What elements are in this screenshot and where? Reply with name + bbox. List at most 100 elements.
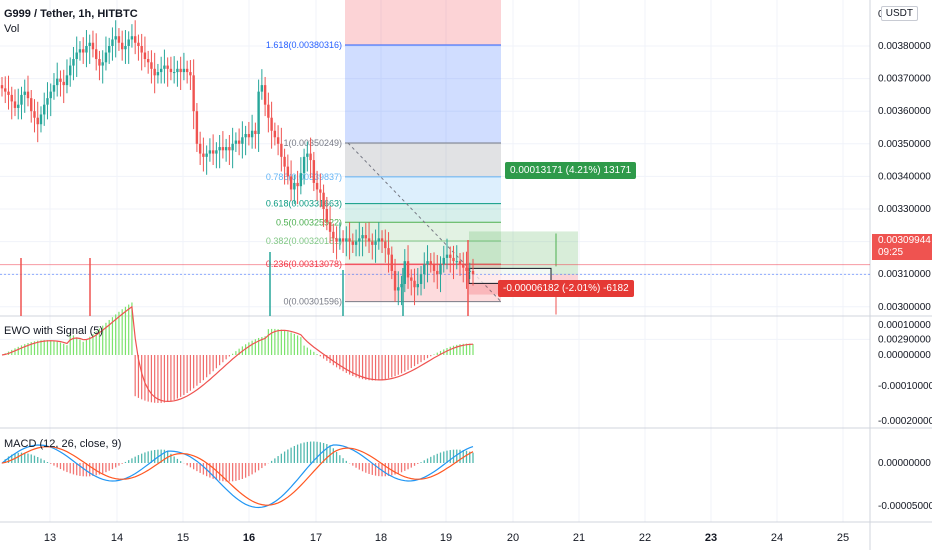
candle-body: [335, 238, 338, 242]
candle-body: [224, 147, 228, 151]
candle-body: [465, 267, 468, 271]
candle-body: [312, 160, 316, 183]
candle-body: [46, 98, 49, 105]
candle-body: [140, 46, 143, 53]
fib-level-label: 0.382(0.00320181): [266, 236, 342, 246]
price-tick-label: 0.00310000: [878, 269, 931, 280]
candle-body: [293, 182, 296, 190]
fib-zone-extension: [345, 0, 501, 45]
candle-body: [247, 134, 251, 138]
candle-body: [72, 59, 75, 66]
candle-body: [69, 65, 72, 76]
time-tick-label: 24: [771, 532, 783, 544]
macd-indicator: [1, 441, 474, 509]
candle-body: [127, 39, 130, 46]
candle-body: [143, 52, 147, 60]
candle-body: [244, 134, 247, 138]
candle-body: [215, 150, 218, 154]
candle-body: [390, 254, 393, 271]
time-tick-label: 25: [837, 532, 849, 544]
candle-body: [393, 270, 397, 291]
candle-body: [283, 156, 286, 167]
candle-body: [218, 147, 221, 151]
fib-zone: [345, 142, 501, 177]
fib-level-label: 0.618(0.00331663): [266, 199, 342, 209]
candle-body: [263, 85, 267, 105]
candle-body: [400, 283, 403, 288]
candle-body: [442, 257, 445, 265]
fib-trend-line: [347, 142, 502, 302]
fib-zone: [345, 176, 501, 204]
candle-body: [286, 166, 290, 177]
candle-body: [146, 59, 150, 63]
candle-body: [374, 241, 377, 245]
candle-body: [361, 235, 364, 239]
candle-body: [62, 81, 65, 86]
ewo-indicator: [1, 302, 474, 403]
candle-body: [445, 254, 449, 258]
currency-badge[interactable]: USDT: [880, 6, 918, 21]
candle-body: [354, 241, 358, 245]
price-tick-label: 0.00300000: [878, 302, 931, 313]
time-tick-label: 22: [639, 532, 651, 544]
candle-body: [257, 91, 260, 135]
candle-body: [250, 130, 254, 138]
candle-body: [458, 261, 462, 265]
volume-bar: [20, 258, 22, 316]
ewo-title[interactable]: EWO with Signal (5): [4, 325, 104, 337]
candle-body: [241, 137, 244, 144]
candle-body: [23, 91, 26, 95]
candle-body: [452, 257, 455, 262]
candle-body: [234, 140, 238, 144]
candle-body: [273, 130, 277, 138]
candle-body: [423, 264, 426, 275]
volume-bar: [269, 252, 271, 316]
fib-zone: [345, 203, 501, 223]
candle-body: [172, 72, 176, 74]
candle-body: [176, 68, 179, 73]
bar-countdown: 09:25: [878, 247, 904, 258]
candle-body: [179, 68, 182, 73]
ewo-tick-label: -0.00020000: [878, 416, 932, 427]
candle-body: [169, 68, 173, 73]
candle-body: [436, 270, 439, 275]
candle-body: [358, 238, 361, 242]
candle-body: [397, 287, 400, 291]
candle-body: [39, 114, 43, 125]
candle-body: [13, 101, 17, 108]
candle-body: [254, 130, 257, 135]
candle-body: [43, 104, 46, 115]
candle-body: [413, 280, 416, 288]
macd-signal-line: [1, 446, 474, 506]
candle-body: [455, 261, 458, 263]
fibonacci-retracement[interactable]: 1.618(0.00380316)1(0.00350249)0.786(0.00…: [266, 0, 502, 307]
candle-body: [4, 88, 7, 92]
candle-body: [10, 94, 13, 102]
price-tick-label: 0.00330000: [878, 204, 931, 215]
candle-body: [88, 42, 91, 46]
price-tick-label: 0.00340000: [878, 171, 931, 182]
volume-bars: [20, 240, 469, 316]
volume-bar: [467, 240, 469, 316]
candle-body: [429, 261, 432, 265]
candle-body: [403, 261, 406, 284]
current-price-tag: 0.00309944 09:25: [872, 234, 932, 260]
candle-body: [221, 147, 225, 151]
macd-title[interactable]: MACD (12, 26, close, 9): [4, 438, 122, 450]
time-tick-label: 17: [310, 532, 322, 544]
candle-body: [166, 65, 169, 69]
time-tick-label: 23: [705, 532, 717, 544]
time-tick-label: 18: [375, 532, 387, 544]
candle-body: [159, 68, 163, 73]
candle-body: [270, 117, 273, 131]
symbol-title[interactable]: G999 / Tether, 1h, HITBTC: [4, 8, 138, 20]
stop-label[interactable]: -0.00006182 (-2.01%) -6182: [498, 280, 634, 297]
target-label[interactable]: 0.00013171 (4.21%) 13171: [505, 162, 637, 179]
price-tick-label: 0.00360000: [878, 106, 931, 117]
candle-body: [85, 46, 88, 53]
candle-body: [449, 254, 452, 258]
candle-body: [20, 94, 23, 105]
candle-body: [406, 261, 410, 278]
